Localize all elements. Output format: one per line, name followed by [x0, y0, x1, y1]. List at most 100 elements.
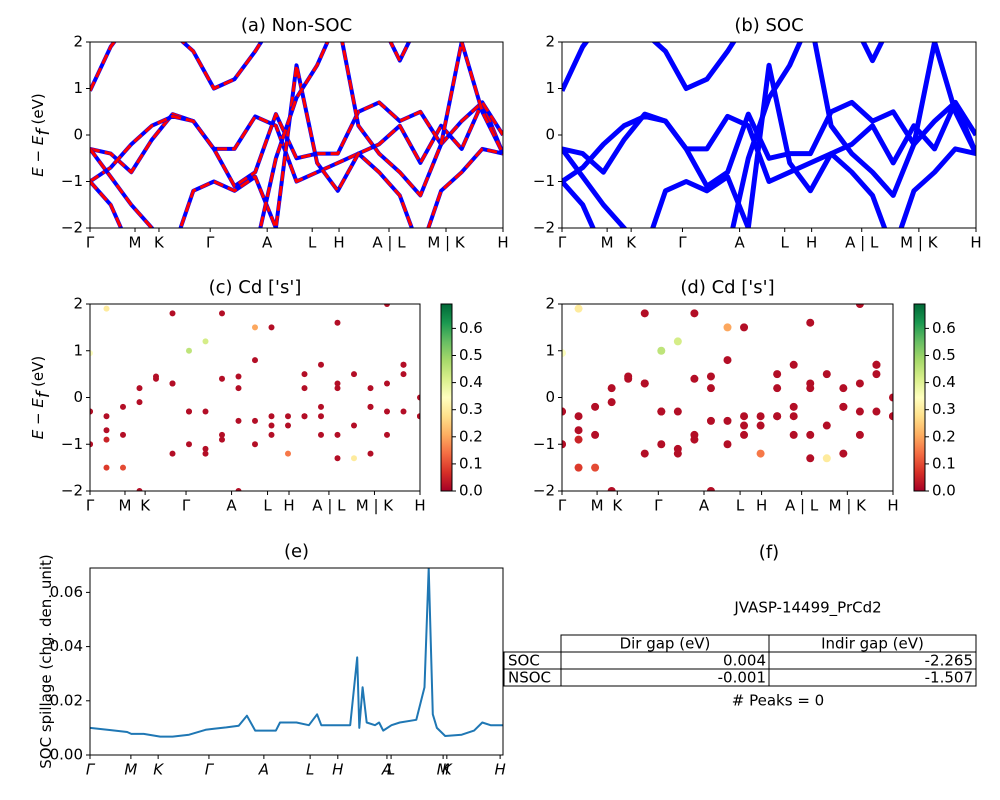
band-point [806, 430, 815, 439]
band-point [202, 450, 209, 457]
colorbar-tick-label: 0.4 [932, 373, 956, 391]
band-point [789, 412, 798, 421]
band-point [103, 305, 110, 312]
band-point [690, 309, 699, 318]
column-header: Indir gap (eV) [821, 635, 924, 653]
band-point [400, 361, 407, 368]
x-tick-label: H [414, 497, 425, 515]
band-point [723, 416, 732, 425]
band-point [789, 430, 798, 439]
band-point [806, 318, 815, 327]
x-tick-label: A [226, 497, 237, 515]
band-point [641, 510, 649, 518]
y-tick-label: 0.00 [50, 746, 83, 764]
band-point [401, 278, 407, 284]
table-value: -0.001 [718, 669, 766, 687]
band-point [690, 435, 699, 444]
band-point [706, 384, 715, 393]
x-tick-label: A | L [312, 497, 346, 515]
band-point [839, 402, 848, 411]
band-point [756, 421, 765, 430]
band-point [351, 422, 357, 429]
plot-area [90, 278, 420, 517]
x-tick-label: K [140, 497, 151, 515]
band-point [740, 430, 749, 439]
band-point [673, 337, 682, 346]
band-point [186, 441, 192, 448]
axes-frame [89, 41, 504, 229]
band-point [872, 277, 880, 285]
y-tick-label: 1 [545, 341, 555, 359]
band-point [773, 384, 782, 393]
plot-area [90, 568, 503, 738]
x-tick-label: K [154, 234, 165, 252]
band-point [334, 319, 341, 326]
colorbar-tick-label: 0.0 [459, 482, 483, 500]
band-point [384, 304, 390, 307]
band-point [740, 412, 749, 421]
band-point [855, 430, 864, 439]
band-point [872, 360, 881, 369]
colorbar-tick-label: 0.4 [459, 373, 483, 391]
band-point [268, 422, 275, 429]
x-tick-label: H [332, 761, 343, 779]
band-point [90, 441, 93, 448]
band-point [790, 277, 798, 285]
x-tick-label: K [442, 761, 453, 779]
x-tick-label: L [736, 497, 745, 515]
band-point [169, 450, 176, 457]
band-point [153, 511, 159, 517]
band-point [417, 394, 420, 401]
band-point [202, 338, 209, 345]
colorbar-tick-label: 0.5 [932, 346, 956, 364]
x-tick-label: H [494, 761, 505, 779]
band-point [235, 385, 242, 392]
band-point [235, 488, 242, 491]
band-point [268, 413, 275, 420]
y-tick-label: 0 [73, 388, 83, 406]
x-tick-label: M | K [356, 497, 395, 515]
band-point [268, 324, 275, 331]
band-line [90, 63, 503, 228]
x-tick-label: A [262, 234, 273, 252]
band-point [855, 304, 864, 308]
band-point [723, 440, 732, 449]
band-point [103, 413, 110, 420]
band-point [219, 375, 225, 382]
table-cell [768, 668, 977, 687]
band-point [120, 431, 126, 438]
band-point [773, 412, 782, 421]
y-tick-label: 0 [545, 126, 555, 144]
band-point [574, 435, 583, 444]
colorbar [913, 303, 926, 492]
band-point [285, 413, 291, 420]
band-point [368, 278, 374, 284]
y-tick-label: −1 [61, 172, 83, 190]
band-point [384, 380, 390, 387]
band-point [417, 413, 420, 420]
band-point [690, 510, 698, 518]
chart-title: (d) Cd ['s'] [680, 277, 774, 298]
x-tick-label: A [381, 761, 392, 779]
band-point [318, 431, 324, 438]
x-tick-label: Γ [182, 497, 191, 515]
band-point [624, 510, 632, 518]
band-point [351, 455, 357, 462]
band-point [756, 449, 765, 458]
y-label-unit: (eV) [29, 356, 47, 392]
axes-frame [89, 303, 421, 492]
band-point [170, 511, 176, 517]
band-point [301, 413, 308, 420]
band-point [673, 449, 682, 458]
band-point [773, 370, 782, 379]
y-tick-label: 2 [545, 295, 555, 313]
colorbar-tick-label: 0.1 [459, 454, 483, 472]
x-tick-label: Γ [654, 497, 663, 515]
x-tick-label: A [734, 234, 745, 252]
plot-area [90, 42, 503, 228]
band-point [203, 511, 209, 517]
y-label-main: E − E [29, 135, 47, 177]
band-line [90, 100, 503, 188]
band-point [822, 421, 831, 430]
